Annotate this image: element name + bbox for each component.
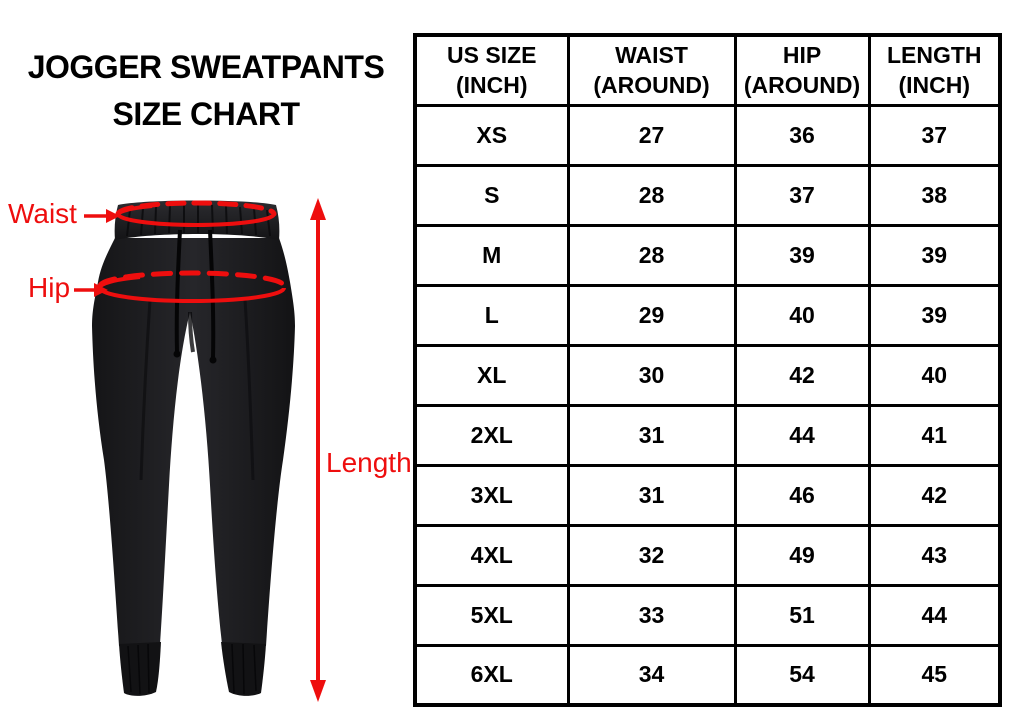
cell-waist: 28 xyxy=(566,163,737,227)
measurement-annotations: Waist Hip Length xyxy=(8,198,412,702)
length-label: Length xyxy=(326,447,412,478)
hip-ellipse-solid xyxy=(98,275,286,303)
fold-shadow xyxy=(243,299,255,481)
cell-hip: 49 xyxy=(733,523,871,587)
cell-hip: 54 xyxy=(733,643,871,707)
waist-arrow xyxy=(84,209,120,223)
size-table: US SIZE (INCH) WAIST (AROUND) HIP (AROUN… xyxy=(413,33,1002,707)
size-row-6XL: 6XL 34 54 45 xyxy=(413,643,1002,707)
pants-illustration: Waist Hip Length xyxy=(8,198,412,702)
col-header-length: LENGTH (INCH) xyxy=(867,33,1002,107)
fold-shadow xyxy=(139,299,152,481)
cell-hip: 39 xyxy=(733,223,871,287)
cell-waist: 34 xyxy=(566,643,737,707)
cell-length: 40 xyxy=(867,343,1002,407)
size-row-S: S 28 37 38 xyxy=(413,163,1002,227)
cell-size: 5XL xyxy=(413,583,570,647)
size-row-5XL: 5XL 33 51 44 xyxy=(413,583,1002,647)
cell-size: 4XL xyxy=(413,523,570,587)
cell-hip: 40 xyxy=(733,283,871,347)
cell-hip: 36 xyxy=(733,103,871,167)
cell-waist: 32 xyxy=(566,523,737,587)
cell-size: S xyxy=(413,163,570,227)
cell-length: 44 xyxy=(867,583,1002,647)
size-row-3XL: 3XL 31 46 42 xyxy=(413,463,1002,527)
page-title-line1: JOGGER SWEATPANTS xyxy=(27,49,385,85)
hip-arrow xyxy=(74,283,108,297)
hip-label: Hip xyxy=(28,272,70,303)
cell-waist: 31 xyxy=(566,463,737,527)
cell-waist: 33 xyxy=(566,583,737,647)
drawstrings xyxy=(174,229,216,359)
cell-size: 6XL xyxy=(413,643,570,707)
crotch-shadow xyxy=(188,311,195,353)
cuffs xyxy=(119,642,266,696)
size-row-L: L 29 40 39 xyxy=(413,283,1002,347)
cell-size: XL xyxy=(413,343,570,407)
cell-hip: 42 xyxy=(733,343,871,407)
size-table-body: XS 27 36 37 S 28 37 38 M 28 39 39 L 29 40 39 XL 30 42 40 2XL… xyxy=(413,103,1002,707)
size-row-XL: XL 30 42 40 xyxy=(413,343,1002,407)
pants-silhouette xyxy=(92,238,295,646)
size-row-M: M 28 39 39 xyxy=(413,223,1002,287)
cell-waist: 29 xyxy=(566,283,737,347)
cell-waist: 31 xyxy=(566,403,737,467)
cell-hip: 44 xyxy=(733,403,871,467)
page-title-line2: SIZE CHART xyxy=(112,96,301,132)
cell-length: 45 xyxy=(867,643,1002,707)
pants-body xyxy=(92,200,295,696)
cell-length: 39 xyxy=(867,223,1002,287)
cell-waist: 30 xyxy=(566,343,737,407)
cell-length: 39 xyxy=(867,283,1002,347)
size-row-2XL: 2XL 31 44 41 xyxy=(413,403,1002,467)
cell-size: 2XL xyxy=(413,403,570,467)
waist-ellipse-solid xyxy=(115,204,276,227)
cell-length: 43 xyxy=(867,523,1002,587)
drawstring-tip xyxy=(173,350,181,358)
cell-size: 3XL xyxy=(413,463,570,527)
length-arrow xyxy=(310,198,326,702)
size-table-header: US SIZE (INCH) WAIST (AROUND) HIP (AROUN… xyxy=(413,33,1002,107)
cell-hip: 46 xyxy=(733,463,871,527)
cell-length: 37 xyxy=(867,103,1002,167)
cell-length: 42 xyxy=(867,463,1002,527)
cell-waist: 27 xyxy=(566,103,737,167)
cell-length: 41 xyxy=(867,403,1002,467)
cell-size: L xyxy=(413,283,570,347)
page-title: JOGGER SWEATPANTS SIZE CHART xyxy=(0,44,412,138)
col-header-us-size: US SIZE (INCH) xyxy=(413,33,570,107)
cell-size: M xyxy=(413,223,570,287)
cell-hip: 37 xyxy=(733,163,871,227)
cell-hip: 51 xyxy=(733,583,871,647)
waist-label: Waist xyxy=(8,198,77,229)
col-header-hip: HIP (AROUND) xyxy=(733,33,871,107)
size-row-XS: XS 27 36 37 xyxy=(413,103,1002,167)
col-header-waist: WAIST (AROUND) xyxy=(566,33,737,107)
pants-figure: Waist Hip Length xyxy=(0,180,415,726)
waistband-wrinkles xyxy=(126,204,271,237)
size-row-4XL: 4XL 32 49 43 xyxy=(413,523,1002,587)
cell-size: XS xyxy=(413,103,570,167)
drawstring-tip xyxy=(209,356,217,364)
cell-length: 38 xyxy=(867,163,1002,227)
cell-waist: 28 xyxy=(566,223,737,287)
